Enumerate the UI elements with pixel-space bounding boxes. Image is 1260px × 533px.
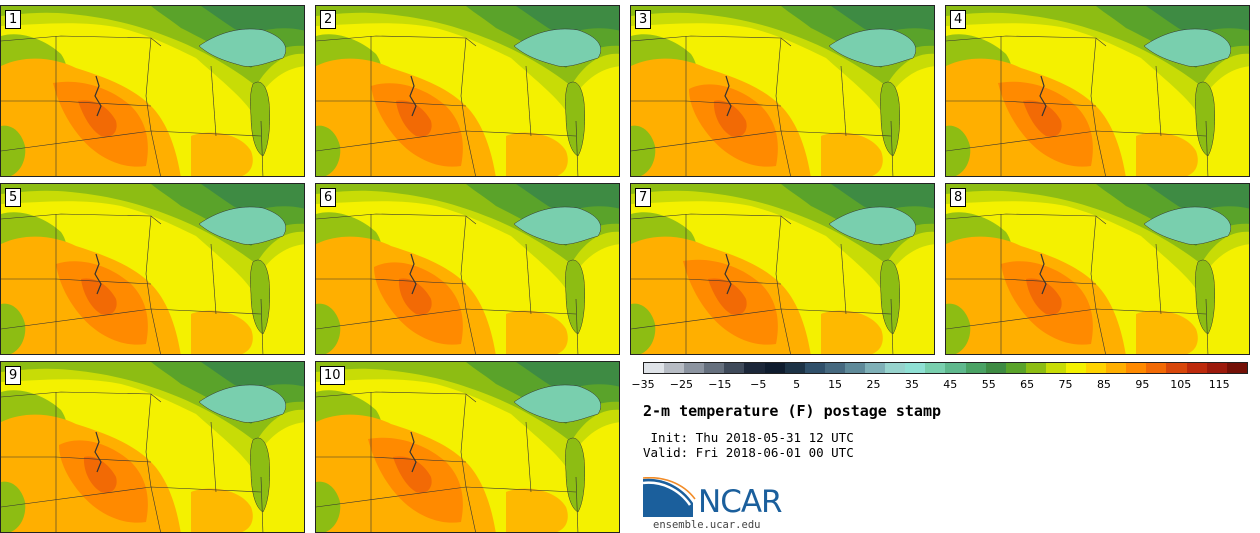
ensemble-member-map: 3: [630, 5, 935, 177]
colorbar-swatch: [1086, 363, 1107, 373]
colorbar-swatch: [1106, 363, 1127, 373]
colorbar-swatch: [925, 363, 946, 373]
colorbar-swatch: [1045, 363, 1066, 373]
ensemble-member-map: 2: [315, 5, 620, 177]
colorbar-swatch: [965, 363, 986, 373]
temperature-colorbar: [643, 362, 1248, 374]
colorbar-tick-label: 65: [1020, 378, 1035, 391]
member-number-label: 10: [320, 366, 345, 385]
product-title: 2-m temperature (F) postage stamp: [643, 402, 942, 420]
ensemble-member-map: 10: [315, 361, 620, 533]
member-number-label: 6: [320, 188, 337, 207]
colorbar-swatch: [945, 363, 966, 373]
colorbar-swatch: [844, 363, 866, 373]
member-number-label: 9: [5, 366, 22, 385]
colorbar-tick-label: 115: [1208, 378, 1230, 391]
colorbar-swatch: [684, 363, 705, 373]
colorbar-tick-label: 55: [981, 378, 996, 391]
colorbar-swatch: [1186, 363, 1207, 373]
ensemble-member-map: 9: [0, 361, 305, 533]
colorbar-swatch: [804, 363, 825, 373]
colorbar-swatch: [764, 363, 785, 373]
valid-time: Valid: Fri 2018-06-01 00 UTC: [643, 445, 854, 460]
colorbar-tick-label: 25: [866, 378, 881, 391]
colorbar-swatch: [1025, 363, 1046, 373]
colorbar-swatch: [1166, 363, 1187, 373]
member-number-label: 8: [950, 188, 967, 207]
colorbar-swatch: [1005, 363, 1026, 373]
member-number-label: 1: [5, 10, 22, 29]
colorbar-tick-label: 15: [828, 378, 843, 391]
colorbar-swatch: [865, 363, 886, 373]
colorbar-tick-label: 75: [1058, 378, 1073, 391]
colorbar-tick-label: 105: [1170, 378, 1192, 391]
colorbar-tick-label: −5: [750, 378, 767, 391]
colorbar-tick-label: 45: [943, 378, 958, 391]
colorbar-tick-label: 95: [1135, 378, 1150, 391]
ncar-logo-text: NCAR: [698, 484, 783, 520]
colorbar-swatch: [985, 363, 1006, 373]
member-number-label: 3: [635, 10, 652, 29]
colorbar-swatch: [644, 363, 665, 373]
ensemble-member-map: 1: [0, 5, 305, 177]
colorbar-tick-label: 5: [793, 378, 801, 391]
ensemble-member-map: 4: [945, 5, 1250, 177]
colorbar-swatch: [744, 363, 765, 373]
colorbar-swatch: [1206, 363, 1227, 373]
colorbar-swatch: [1146, 363, 1167, 373]
colorbar-swatch: [664, 363, 685, 373]
colorbar-swatch: [824, 363, 845, 373]
colorbar-swatch: [1226, 363, 1247, 373]
ensemble-member-map: 8: [945, 183, 1250, 355]
colorbar-tick-label: 35: [904, 378, 919, 391]
colorbar-swatch: [885, 363, 906, 373]
colorbar-swatch: [905, 363, 926, 373]
ncar-logo-icon: [643, 477, 696, 517]
colorbar-swatch: [704, 363, 725, 373]
member-number-label: 5: [5, 188, 22, 207]
member-number-label: 7: [635, 188, 652, 207]
member-number-label: 2: [320, 10, 337, 29]
colorbar-tick-label: −15: [708, 378, 732, 391]
member-number-label: 4: [950, 10, 967, 29]
colorbar-swatch: [1065, 363, 1087, 373]
colorbar-swatch: [1126, 363, 1147, 373]
colorbar-tick-labels: −35 −25 −15 −5 5 15 25 35 45 55 65 75 85 95 105 115: [631, 378, 1248, 394]
colorbar-tick-label: −35: [631, 378, 655, 391]
init-time: Init: Thu 2018-05-31 12 UTC: [643, 430, 854, 445]
ensemble-url: ensemble.ucar.edu: [653, 519, 761, 531]
colorbar-swatch: [784, 363, 805, 373]
ensemble-member-map: 5: [0, 183, 305, 355]
colorbar-tick-label: 85: [1096, 378, 1111, 391]
ensemble-member-map: 6: [315, 183, 620, 355]
colorbar-tick-label: −25: [669, 378, 694, 391]
colorbar-swatch: [724, 363, 745, 373]
ensemble-member-map: 7: [630, 183, 935, 355]
